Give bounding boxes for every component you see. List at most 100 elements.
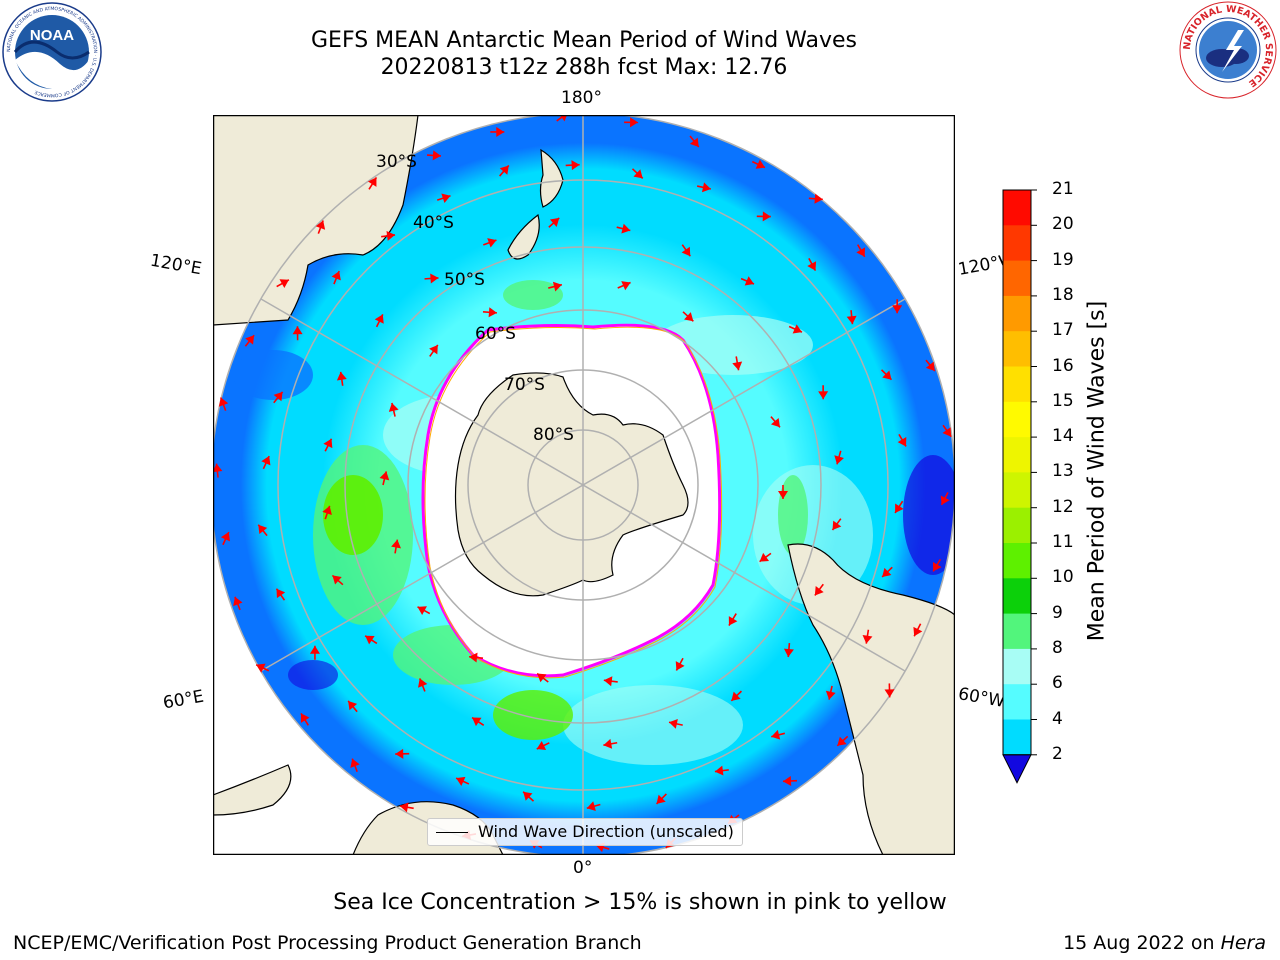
- wind-arrow-head: [332, 575, 342, 585]
- colorbar-band: [1003, 331, 1031, 367]
- wind-arrow-head: [932, 561, 942, 572]
- colorbar-tick-label: 8: [1052, 637, 1063, 658]
- antarctica-landmass: [454, 372, 689, 597]
- wind-arrow-head: [322, 505, 332, 516]
- colorbar-band: [1003, 684, 1031, 720]
- wind-arrow-head: [732, 361, 743, 371]
- madagascar-landmass: [213, 764, 292, 816]
- wind-arrow-head: [884, 689, 895, 698]
- wind-arrow-head: [744, 276, 755, 286]
- wind-arrow-head: [472, 717, 482, 727]
- lat-label-70s: 70°S: [504, 375, 545, 395]
- wind-arrow-head: [399, 802, 409, 813]
- wind-arrow-head: [814, 586, 824, 596]
- wind-arrow-head: [386, 230, 396, 241]
- colorbar-band: [1003, 295, 1031, 332]
- noaa-logo: NOAA NATIONAL OCEANIC AND ATMOSPHERIC AD…: [2, 2, 102, 102]
- wind-arrow-head: [233, 596, 243, 607]
- wind-arrow-head: [559, 115, 567, 122]
- wind-arrow-head: [456, 776, 466, 786]
- wind-arrow-head: [895, 503, 904, 513]
- colorbar-tick-label: 16: [1052, 355, 1074, 376]
- footer-date: 15 Aug 2022 on Hera: [1063, 932, 1266, 954]
- wind-arrow-head: [892, 305, 903, 314]
- map-frame: [212, 114, 956, 856]
- wind-arrow-head: [258, 524, 268, 535]
- noaa-logo-text: NOAA: [30, 27, 74, 44]
- wind-arrow-head: [603, 738, 613, 749]
- colorbar-band: [1003, 648, 1031, 685]
- colorbar-band: [1003, 507, 1031, 544]
- colorbar-tick-label: 6: [1052, 673, 1063, 694]
- colorbar-tick-label: 19: [1052, 249, 1074, 270]
- colorbar-tick-label: 20: [1052, 214, 1074, 235]
- colorbar-tick-label: 17: [1052, 320, 1074, 341]
- wind-arrow-head: [759, 552, 770, 562]
- wind-arrow-head: [350, 758, 360, 768]
- colorbar-band: [1003, 190, 1031, 226]
- wind-arrow-head: [536, 740, 547, 750]
- lat-label-60s: 60°S: [475, 324, 516, 344]
- wind-arrow-head: [834, 455, 844, 465]
- lat-label-50s: 50°S: [444, 270, 485, 290]
- wind-arrow-head: [633, 169, 643, 179]
- wind-arrow-head: [276, 588, 286, 599]
- wind-arrow-head: [762, 211, 771, 222]
- colorbar-svg: [1002, 189, 1037, 784]
- wind-arrow-head: [388, 402, 399, 412]
- colorbar-under-extension: [1002, 754, 1032, 784]
- wind-arrow-head: [571, 160, 580, 171]
- wind-arrow-head: [218, 397, 229, 407]
- wind-wave-arrows: [213, 115, 952, 853]
- wind-arrow-head: [323, 438, 333, 449]
- wind-arrow-head: [818, 391, 829, 400]
- wind-arrow-head: [701, 182, 711, 193]
- footer-date-text: 15 Aug 2022 on: [1063, 932, 1221, 954]
- colorbar-band: [1003, 543, 1031, 579]
- wind-arrow-head: [778, 491, 788, 499]
- lon-label-bottom: 0°: [573, 858, 593, 878]
- colorbar-label: Mean Period of Wind Waves [s]: [1084, 300, 1110, 642]
- wind-arrow-head: [925, 361, 935, 371]
- colorbar-band: [1003, 472, 1031, 509]
- wind-arrow-head: [315, 220, 326, 230]
- legend-line-swatch: [436, 832, 468, 833]
- colorbar-tick-label: 10: [1052, 567, 1074, 588]
- wind-arrow-head: [213, 463, 223, 473]
- wind-arrow-head: [792, 324, 802, 334]
- south-america-landmass: [787, 543, 955, 855]
- colorbar-band: [1003, 578, 1031, 615]
- wind-arrow-head: [441, 193, 451, 203]
- colorbar-tick-label: 13: [1052, 461, 1074, 482]
- wind-arrow-head: [432, 150, 441, 161]
- wind-arrow-head: [832, 520, 842, 530]
- map-panel: [212, 114, 956, 856]
- wind-arrow-head: [367, 177, 377, 187]
- new-zealand-landmass: [507, 148, 564, 260]
- wind-arrow-head: [731, 691, 741, 701]
- footer-credit: NCEP/EMC/Verification Post Processing Pr…: [13, 932, 642, 954]
- wind-arrow-head: [499, 165, 509, 175]
- sea-ice-note: Sea Ice Concentration > 15% is shown in …: [333, 890, 947, 915]
- wind-arrow-head: [940, 495, 950, 505]
- wind-arrow-head: [621, 281, 631, 291]
- wind-arrow-head: [586, 801, 596, 811]
- lat-label-80s: 80°S: [533, 425, 574, 445]
- colorbar-band: [1003, 366, 1031, 403]
- wind-arrow-head: [300, 713, 310, 723]
- colorbar-tick-label: 14: [1052, 426, 1074, 447]
- wind-arrow-head: [365, 635, 375, 645]
- wind-arrow-head: [770, 417, 780, 428]
- wind-arrow-head: [331, 271, 341, 281]
- wind-arrow-head: [256, 663, 266, 673]
- colorbar-tick-label: 11: [1052, 532, 1074, 552]
- colorbar-tick-label: 21: [1052, 179, 1074, 199]
- colorbar-tick-label: 18: [1052, 284, 1074, 305]
- footer-host: Hera: [1220, 932, 1266, 954]
- wind-arrow-head: [728, 616, 738, 626]
- wind-arrow-head: [669, 718, 678, 729]
- wind-arrow-head: [395, 748, 404, 759]
- polar-map: [212, 114, 956, 856]
- chart-title: GEFS MEAN Antarctic Mean Period of Wind …: [311, 28, 857, 53]
- wind-arrow-head: [273, 391, 283, 402]
